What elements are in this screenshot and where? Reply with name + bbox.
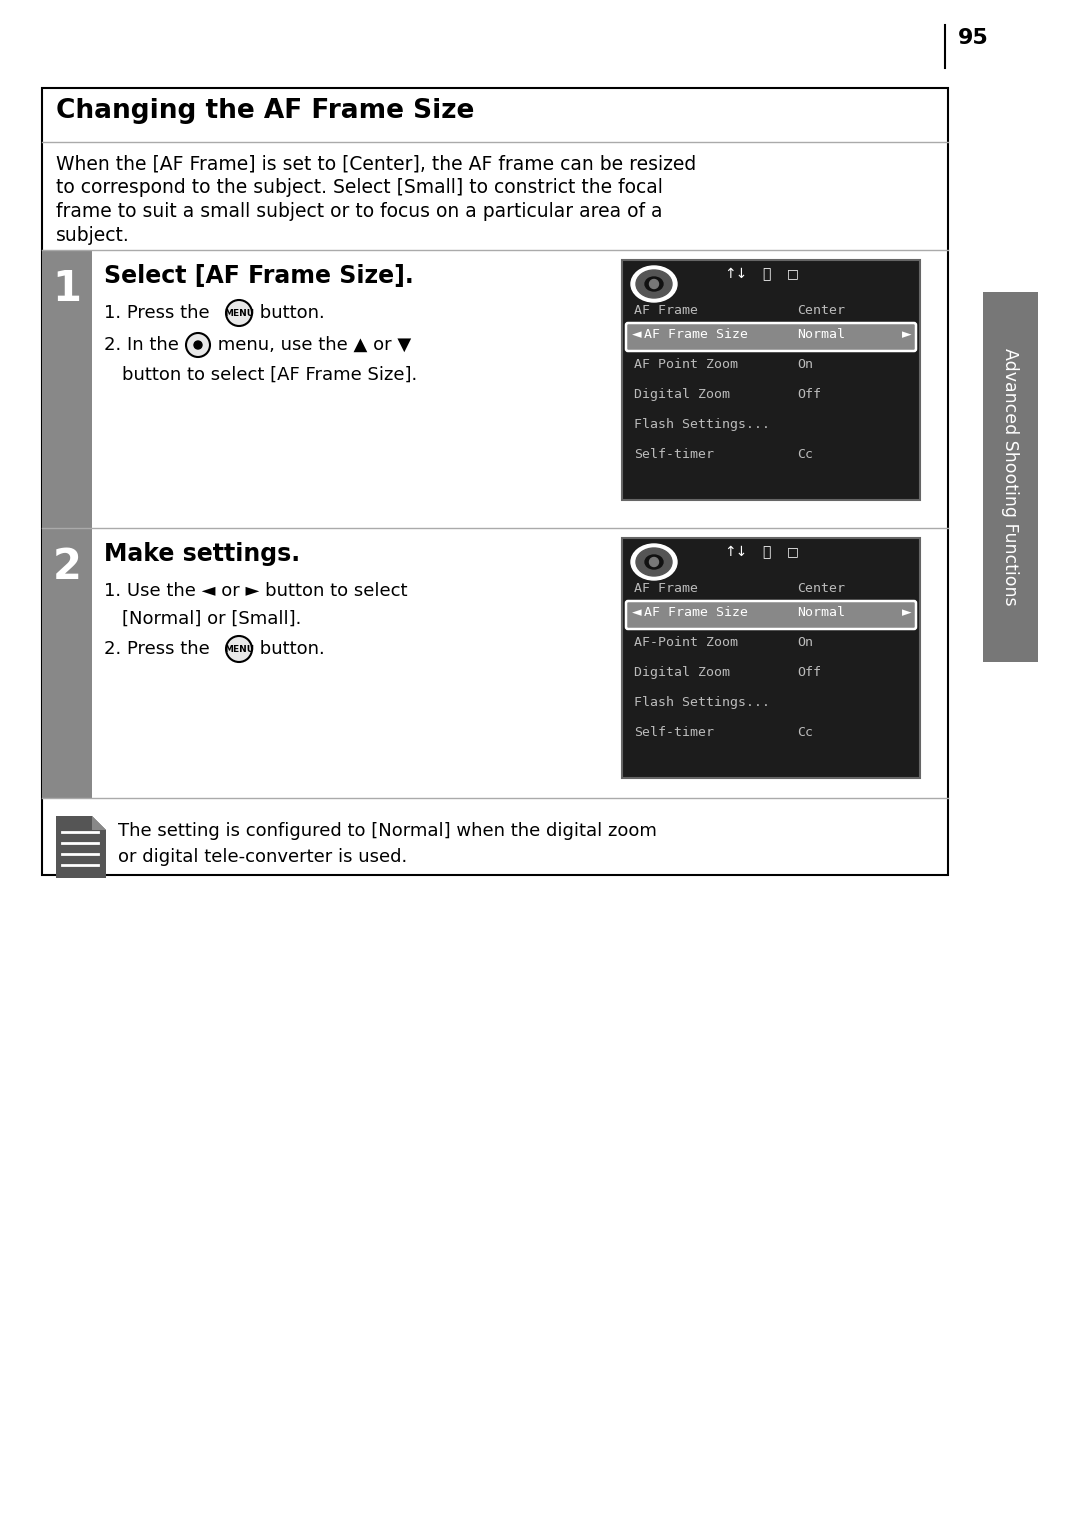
Circle shape bbox=[649, 558, 659, 566]
Text: or digital tele-converter is used.: or digital tele-converter is used. bbox=[118, 849, 407, 865]
Ellipse shape bbox=[631, 545, 677, 580]
Text: ↑↓: ↑↓ bbox=[724, 268, 747, 281]
Text: □: □ bbox=[787, 545, 799, 558]
Text: 2. Press the: 2. Press the bbox=[104, 640, 216, 659]
Text: Select [AF Frame Size].: Select [AF Frame Size]. bbox=[104, 265, 414, 287]
Text: 95: 95 bbox=[958, 27, 989, 49]
Text: Advanced Shooting Functions: Advanced Shooting Functions bbox=[1001, 348, 1020, 605]
Text: Center: Center bbox=[797, 304, 845, 316]
Text: 1. Press the: 1. Press the bbox=[104, 304, 215, 322]
Text: On: On bbox=[797, 357, 813, 371]
Text: ►: ► bbox=[902, 329, 912, 341]
Text: button.: button. bbox=[254, 640, 325, 659]
Text: When the [AF Frame] is set to [Center], the AF frame can be resized: When the [AF Frame] is set to [Center], … bbox=[56, 154, 697, 173]
Circle shape bbox=[194, 341, 202, 348]
Text: Self-timer: Self-timer bbox=[634, 449, 714, 461]
Circle shape bbox=[226, 636, 252, 662]
Text: Changing the AF Frame Size: Changing the AF Frame Size bbox=[56, 97, 474, 125]
Text: to correspond to the subject. Select [Small] to constrict the focal: to correspond to the subject. Select [Sm… bbox=[56, 178, 663, 198]
Text: The setting is configured to [Normal] when the digital zoom: The setting is configured to [Normal] wh… bbox=[118, 821, 657, 840]
Text: AF-Point Zoom: AF-Point Zoom bbox=[634, 636, 738, 649]
Text: ⌚: ⌚ bbox=[762, 545, 770, 560]
Text: Off: Off bbox=[797, 388, 821, 402]
Text: 1. Use the ◄ or ► button to select: 1. Use the ◄ or ► button to select bbox=[104, 583, 407, 599]
Text: subject.: subject. bbox=[56, 227, 130, 245]
Ellipse shape bbox=[636, 548, 672, 576]
Text: 1: 1 bbox=[53, 268, 81, 310]
Circle shape bbox=[186, 333, 210, 357]
Text: ►: ► bbox=[902, 605, 912, 619]
Bar bbox=[622, 260, 920, 500]
Bar bbox=[42, 249, 92, 528]
Text: button.: button. bbox=[254, 304, 325, 322]
Polygon shape bbox=[92, 815, 106, 830]
Text: MENU: MENU bbox=[224, 309, 254, 318]
Text: button to select [AF Frame Size].: button to select [AF Frame Size]. bbox=[122, 367, 417, 383]
Ellipse shape bbox=[636, 271, 672, 298]
Text: Cc: Cc bbox=[797, 449, 813, 461]
Text: Make settings.: Make settings. bbox=[104, 541, 300, 566]
Ellipse shape bbox=[631, 266, 677, 303]
Ellipse shape bbox=[645, 277, 663, 291]
Text: Normal: Normal bbox=[797, 329, 845, 341]
Text: Flash Settings...: Flash Settings... bbox=[634, 418, 770, 430]
Text: AF Frame: AF Frame bbox=[634, 304, 698, 316]
Text: ⌚: ⌚ bbox=[762, 268, 770, 281]
Text: Normal: Normal bbox=[797, 605, 845, 619]
Bar bbox=[622, 538, 920, 779]
Text: ◄: ◄ bbox=[632, 605, 642, 619]
Text: ↑↓: ↑↓ bbox=[724, 545, 747, 560]
Text: □: □ bbox=[787, 268, 799, 280]
Text: AF Point Zoom: AF Point Zoom bbox=[634, 357, 738, 371]
Text: 2: 2 bbox=[53, 546, 81, 589]
Text: Flash Settings...: Flash Settings... bbox=[634, 697, 770, 709]
Text: ◄: ◄ bbox=[632, 329, 642, 341]
Text: menu, use the ▲ or ▼: menu, use the ▲ or ▼ bbox=[212, 336, 411, 354]
Text: Off: Off bbox=[797, 666, 821, 678]
Bar bbox=[983, 292, 1038, 662]
Text: On: On bbox=[797, 636, 813, 649]
Text: [Normal] or [Small].: [Normal] or [Small]. bbox=[122, 610, 301, 628]
Text: Digital Zoom: Digital Zoom bbox=[634, 666, 730, 678]
Circle shape bbox=[649, 280, 659, 289]
Bar bbox=[42, 528, 92, 799]
Circle shape bbox=[226, 300, 252, 325]
FancyBboxPatch shape bbox=[626, 601, 916, 630]
Text: AF Frame Size: AF Frame Size bbox=[644, 605, 748, 619]
Text: Self-timer: Self-timer bbox=[634, 726, 714, 739]
Polygon shape bbox=[56, 815, 106, 878]
Text: MENU: MENU bbox=[224, 645, 254, 654]
Ellipse shape bbox=[645, 555, 663, 569]
FancyBboxPatch shape bbox=[626, 322, 916, 351]
Bar bbox=[42, 88, 948, 875]
Text: Cc: Cc bbox=[797, 726, 813, 739]
Text: Digital Zoom: Digital Zoom bbox=[634, 388, 730, 402]
Text: frame to suit a small subject or to focus on a particular area of a: frame to suit a small subject or to focu… bbox=[56, 202, 662, 221]
Text: AF Frame Size: AF Frame Size bbox=[644, 329, 748, 341]
Text: 2. In the: 2. In the bbox=[104, 336, 185, 354]
Text: AF Frame: AF Frame bbox=[634, 583, 698, 595]
Text: Center: Center bbox=[797, 583, 845, 595]
